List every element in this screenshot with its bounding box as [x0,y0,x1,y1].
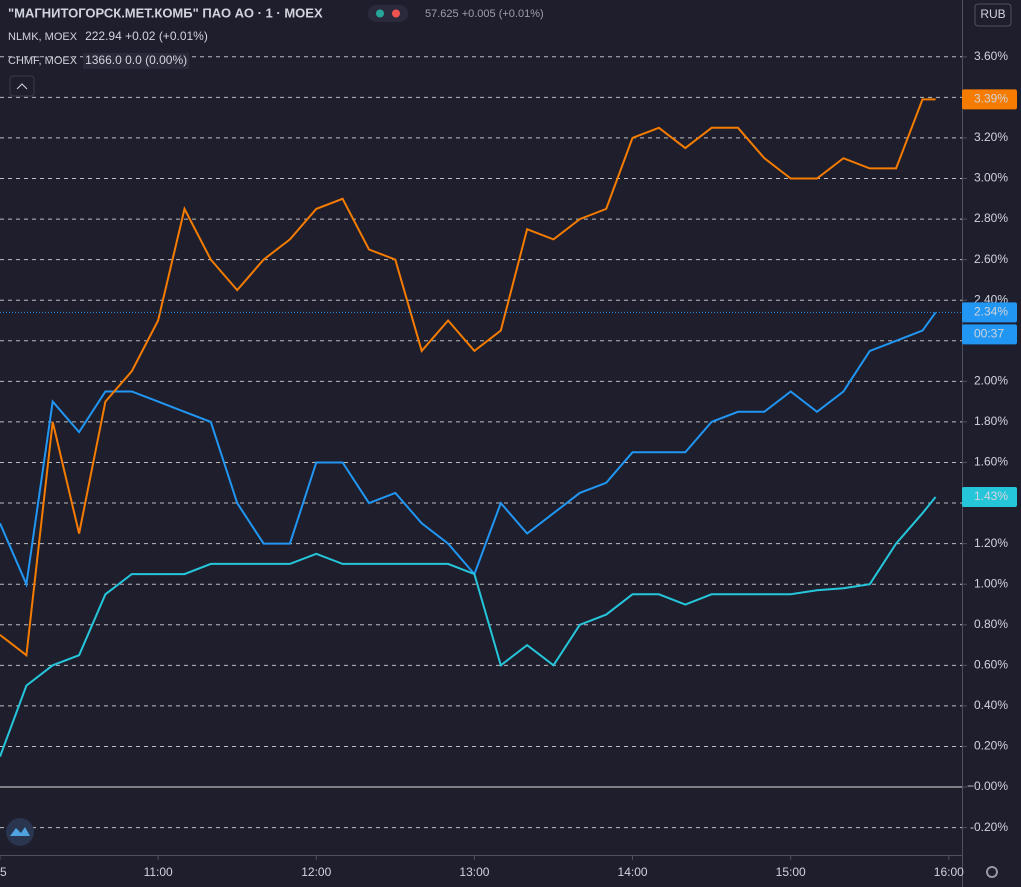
collapse-button[interactable] [9,75,35,97]
price-label: 2.34% [974,305,1008,319]
y-tick-label: 0.60% [974,658,1008,672]
y-tick-label: 0.20% [974,739,1008,753]
countdown: 00:37 [974,327,1004,341]
y-tick-label: −0.00% [967,779,1008,793]
legend-values: 57.625 +0.005 (+0.01%) [425,8,544,20]
x-tick-label: 12:00 [301,865,331,879]
x-tick-label: 15:00 [776,865,806,879]
status-dot [376,9,384,18]
plot [0,98,962,757]
x-tick-label: 11:00 [144,865,173,879]
axes: -0.20% −0.00% 0.20% 0.40% 0.60% 0.80% 1.00% 1.2… [0,49,1017,879]
y-tick-label: 0.80% [974,617,1008,631]
x-tick-label: 14:00 [618,865,648,879]
x-tick-label: 16:00 [934,865,964,879]
y-tick-label: -0.20% [970,820,1008,834]
y-tick-label: 2.60% [974,252,1008,266]
settings-icon[interactable] [986,866,998,878]
y-tick-label: 1.80% [974,414,1008,428]
legend-name[interactable]: "МАГНИТОГОРСК.МЕТ.КОМБ" ПАО АО · 1 · MOE… [8,5,323,20]
toggle-pill[interactable] [368,5,408,22]
chevron-icon [16,83,28,90]
y-tick-label: 2.80% [974,211,1008,225]
legend: "МАГНИТОГОРСК.МЕТ.КОМБ" ПАО АО · 1 · MOE… [8,5,544,69]
line [0,98,936,658]
legend-values: 1366.0 0.0 (0.00%) [85,53,187,67]
price-label-box [962,302,1017,323]
status-dot [392,9,400,18]
y-tick-label: 1.20% [974,536,1008,550]
legend-values-bg [83,53,190,69]
logo-icon [10,827,30,836]
grid [0,56,962,829]
legend-name[interactable]: CHMF, MOEX [8,55,78,67]
currency[interactable]: RUB [980,7,1005,21]
price-label: 3.39% [974,92,1008,106]
price-label-box [962,486,1017,507]
legend-name[interactable]: NLMK, MOEX [8,31,78,43]
line [0,496,937,757]
y-tick-label: 3.60% [974,49,1008,63]
y-tick-label: 2.00% [974,374,1008,388]
y-tick-label: 1.00% [974,576,1008,590]
y-tick-label: 0.40% [974,698,1008,712]
y-tick-label: 3.00% [974,171,1008,185]
y-tick-label: 1.60% [974,455,1008,469]
legend-values: 222.94 +0.02 (+0.01%) [85,29,208,43]
price-label: 1.43% [974,489,1008,503]
x-tick-label: 5 [0,865,7,879]
y-tick-label: 3.20% [974,130,1008,144]
x-tick-label: 13:00 [459,865,489,879]
price-label-box [962,89,1017,110]
currency-box[interactable] [974,3,1012,27]
countdown-box [962,324,1017,345]
